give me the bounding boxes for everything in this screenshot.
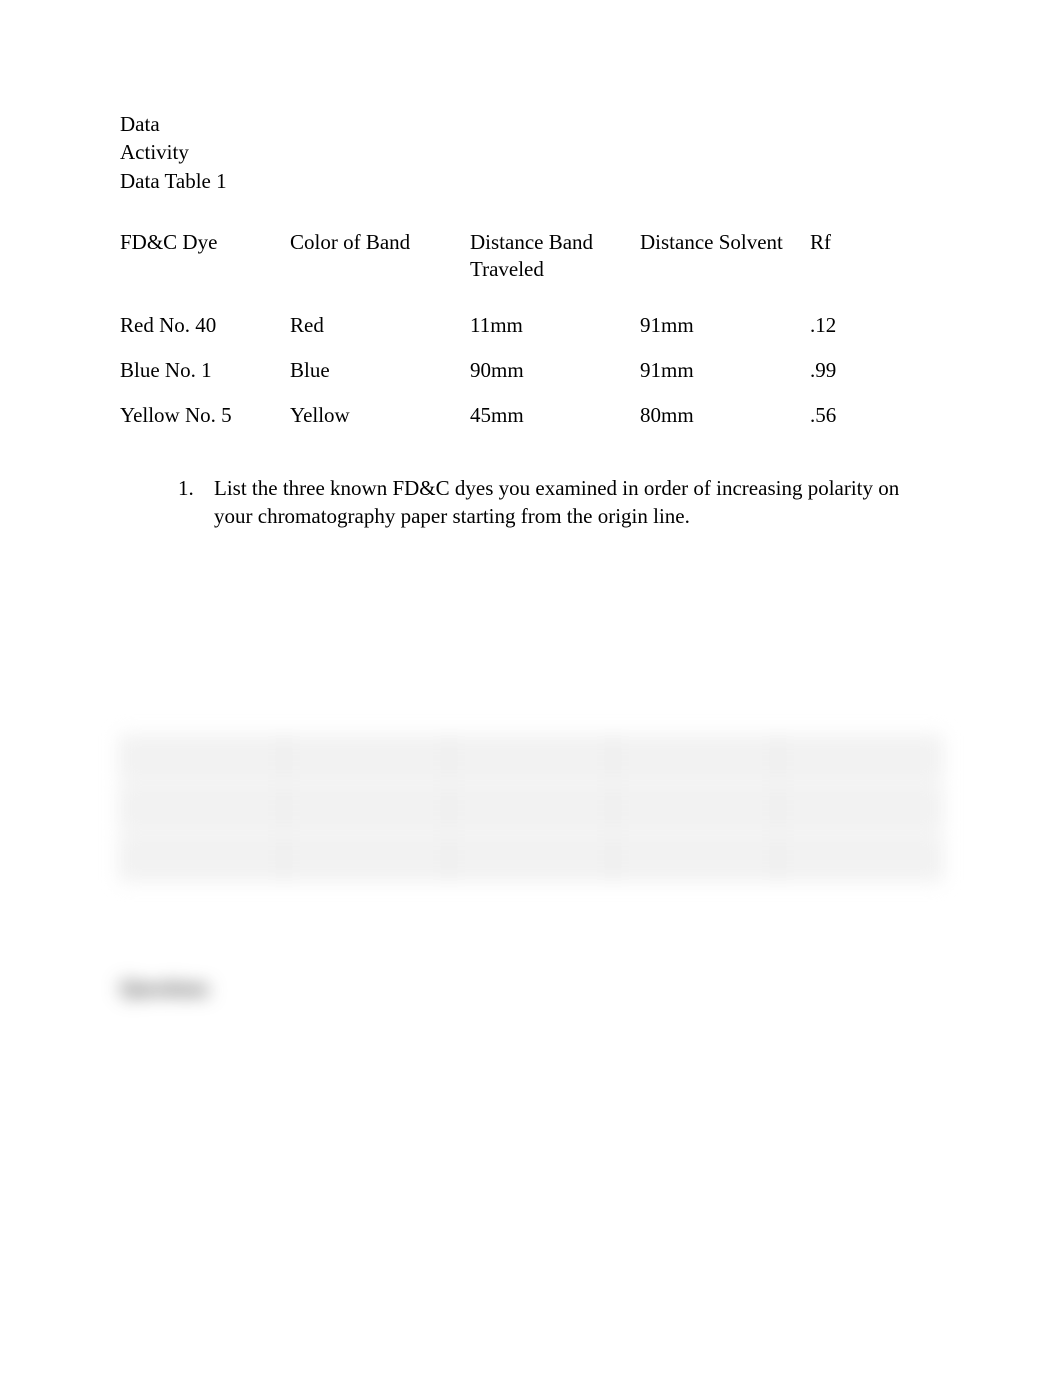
- cell-color: Yellow: [290, 402, 470, 447]
- heading-block: Data Activity Data Table 1: [120, 110, 942, 195]
- cell-solvent-dist: 91mm: [640, 312, 810, 357]
- col-header-dye: FD&C Dye: [120, 229, 290, 312]
- cell-rf: .12: [810, 312, 942, 357]
- blurred-preview-region: Questions: [120, 730, 942, 1001]
- questions-heading: Questions: [120, 976, 209, 1001]
- blurred-row: [120, 836, 942, 880]
- cell-color: Blue: [290, 357, 470, 402]
- cell-band-dist: 45mm: [470, 402, 640, 447]
- cell-band-dist: 11mm: [470, 312, 640, 357]
- cell-solvent-dist: 80mm: [640, 402, 810, 447]
- question-1: 1. List the three known FD&C dyes you ex…: [178, 474, 942, 531]
- blurred-cell: [284, 836, 448, 880]
- blurred-cell: [120, 786, 284, 830]
- heading-table-title: Data Table 1: [120, 167, 942, 195]
- blurred-cell: [120, 736, 284, 780]
- blurred-cell: [449, 736, 613, 780]
- blurred-table: [120, 730, 942, 886]
- blurred-cell: [284, 736, 448, 780]
- question-number: 1.: [178, 474, 214, 531]
- data-table-1: FD&C Dye Color of Band Distance Band Tra…: [120, 229, 942, 447]
- cell-dye: Yellow No. 5: [120, 402, 290, 447]
- cell-color: Red: [290, 312, 470, 357]
- table-row: Red No. 40 Red 11mm 91mm .12: [120, 312, 942, 357]
- cell-dye: Blue No. 1: [120, 357, 290, 402]
- table-row: Yellow No. 5 Yellow 45mm 80mm .56: [120, 402, 942, 447]
- col-header-rf: Rf: [810, 229, 942, 312]
- question-text: List the three known FD&C dyes you exami…: [214, 474, 942, 531]
- heading-data: Data: [120, 110, 942, 138]
- blurred-cell: [613, 736, 777, 780]
- blurred-cell: [778, 736, 942, 780]
- cell-band-dist: 90mm: [470, 357, 640, 402]
- blurred-cell: [284, 786, 448, 830]
- col-header-color: Color of Band: [290, 229, 470, 312]
- blurred-cell: [778, 836, 942, 880]
- blurred-row: [120, 786, 942, 830]
- blurred-cell: [613, 836, 777, 880]
- col-header-band-dist: Distance Band Traveled: [470, 229, 640, 312]
- blurred-cell: [449, 786, 613, 830]
- cell-rf: .56: [810, 402, 942, 447]
- heading-activity: Activity: [120, 138, 942, 166]
- table-header-row: FD&C Dye Color of Band Distance Band Tra…: [120, 229, 942, 312]
- blurred-cell: [120, 836, 284, 880]
- blurred-cell: [449, 836, 613, 880]
- cell-solvent-dist: 91mm: [640, 357, 810, 402]
- cell-dye: Red No. 40: [120, 312, 290, 357]
- col-header-solvent-dist: Distance Solvent: [640, 229, 810, 312]
- blurred-cell: [613, 786, 777, 830]
- cell-rf: .99: [810, 357, 942, 402]
- blurred-cell: [778, 786, 942, 830]
- table-row: Blue No. 1 Blue 90mm 91mm .99: [120, 357, 942, 402]
- blurred-row: [120, 736, 942, 780]
